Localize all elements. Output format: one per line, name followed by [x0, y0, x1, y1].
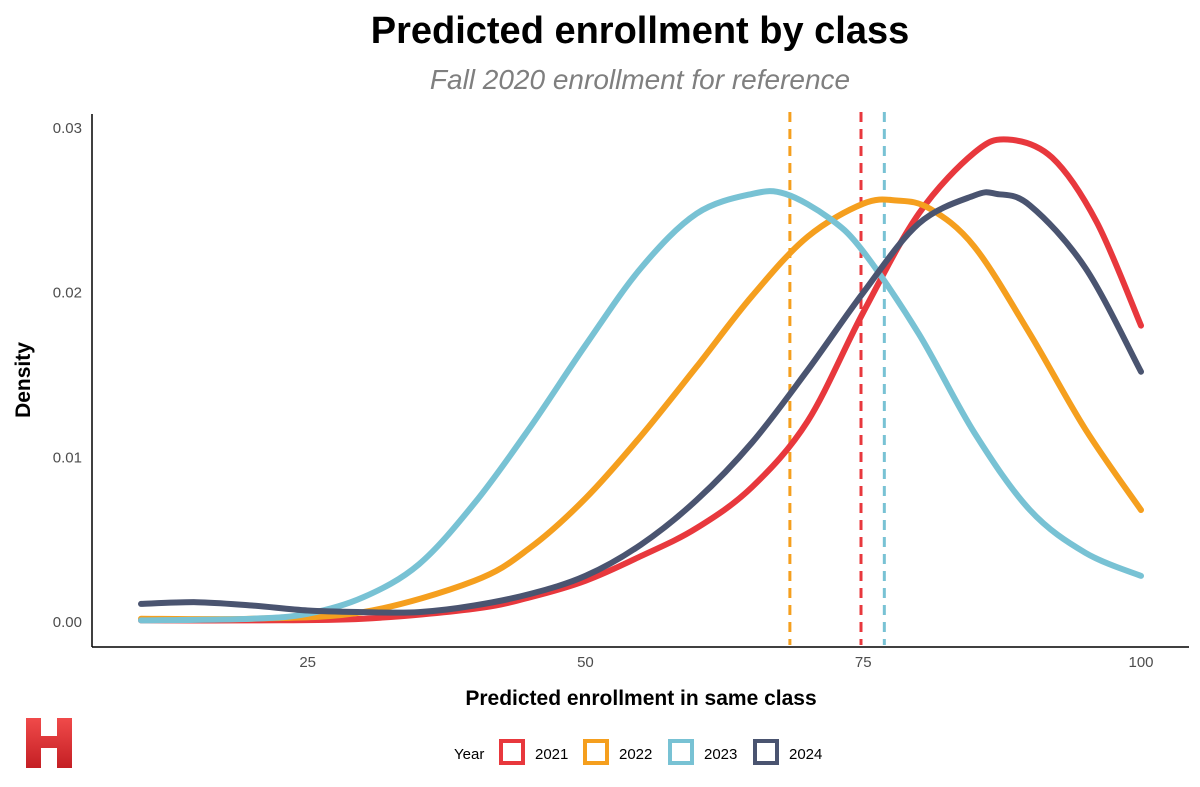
chart-subtitle: Fall 2020 enrollment for reference: [429, 64, 851, 95]
logo-icon: [26, 718, 72, 768]
x-tick-labels: 25 50 75 100: [299, 654, 1153, 671]
legend-key-2024: [753, 739, 779, 765]
legend-label-2023: 2023: [704, 746, 737, 763]
density-curve-2022: [138, 196, 1144, 623]
density-curves: [138, 136, 1144, 624]
x-tick-label: 50: [577, 654, 594, 671]
y-tick-labels: 0.00 0.01 0.02 0.03: [53, 120, 82, 631]
y-axis-title: Density: [12, 342, 35, 418]
x-tick-label: 100: [1128, 654, 1153, 671]
legend: Year 2021 2022 2023 2024: [454, 739, 822, 765]
legend-label-2022: 2022: [619, 746, 652, 763]
density-curve-2024: [138, 189, 1144, 616]
legend-key-2023: [668, 739, 694, 765]
legend-key-2021: [499, 739, 525, 765]
x-axis-title: Predicted enrollment in same class: [465, 687, 816, 710]
legend-label-2021: 2021: [535, 746, 568, 763]
legend-title: Year: [454, 746, 484, 763]
y-tick-label: 0.00: [53, 614, 82, 631]
density-curve-2023: [138, 188, 1144, 624]
density-curve-2021: [138, 136, 1144, 624]
y-tick-label: 0.01: [53, 449, 82, 466]
legend-label-2024: 2024: [789, 746, 822, 763]
x-tick-label: 25: [299, 654, 316, 671]
x-tick-label: 75: [855, 654, 872, 671]
y-tick-label: 0.02: [53, 285, 82, 302]
legend-key-2022: [583, 739, 609, 765]
y-tick-label: 0.03: [53, 120, 82, 137]
chart-title: Predicted enrollment by class: [370, 10, 910, 52]
